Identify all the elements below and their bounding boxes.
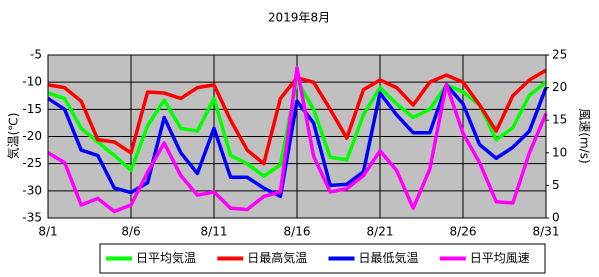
y2-tick-label: 15	[552, 113, 567, 127]
y-tick-label: -10	[22, 75, 42, 89]
x-tick-label: 8/6	[121, 225, 140, 239]
y-tick-label: -30	[22, 183, 42, 197]
y2-tick-label: 25	[552, 48, 567, 62]
y-tick-label: -5	[30, 48, 42, 62]
y2-tick-label: 5	[552, 178, 560, 192]
y-axis-label: 気温(℃)	[6, 113, 21, 160]
x-tick-label: 8/11	[201, 225, 228, 239]
x-tick-label: 8/21	[367, 225, 394, 239]
plot-border	[47, 54, 547, 219]
y-tick-label: -20	[22, 129, 42, 143]
x-tick-label: 8/1	[38, 225, 57, 239]
x-tick-label: 8/16	[284, 225, 311, 239]
y2-tick-label: 20	[552, 80, 567, 94]
series-line	[47, 66, 548, 214]
x-tick-label: 8/26	[450, 225, 477, 239]
y-tick-label: -15	[22, 102, 42, 116]
x-tick-label: 8/31	[533, 225, 560, 239]
legend-label: 日平均風速	[470, 251, 530, 265]
legend-label: 日最高気温	[247, 250, 307, 265]
y-tick-label: -25	[22, 156, 42, 170]
y2-tick-label: 10	[552, 145, 567, 159]
series-line	[47, 83, 548, 199]
legend-label: 日平均気温	[136, 250, 196, 265]
y-tick-label: -35	[22, 211, 42, 225]
chart-title: 2019年8月	[268, 11, 330, 25]
y2-axis-label: 風速(m/s)	[578, 108, 592, 163]
legend-label: 日最低気温	[359, 250, 419, 265]
y2-tick-label: 0	[552, 211, 560, 225]
legend-box	[99, 243, 546, 274]
